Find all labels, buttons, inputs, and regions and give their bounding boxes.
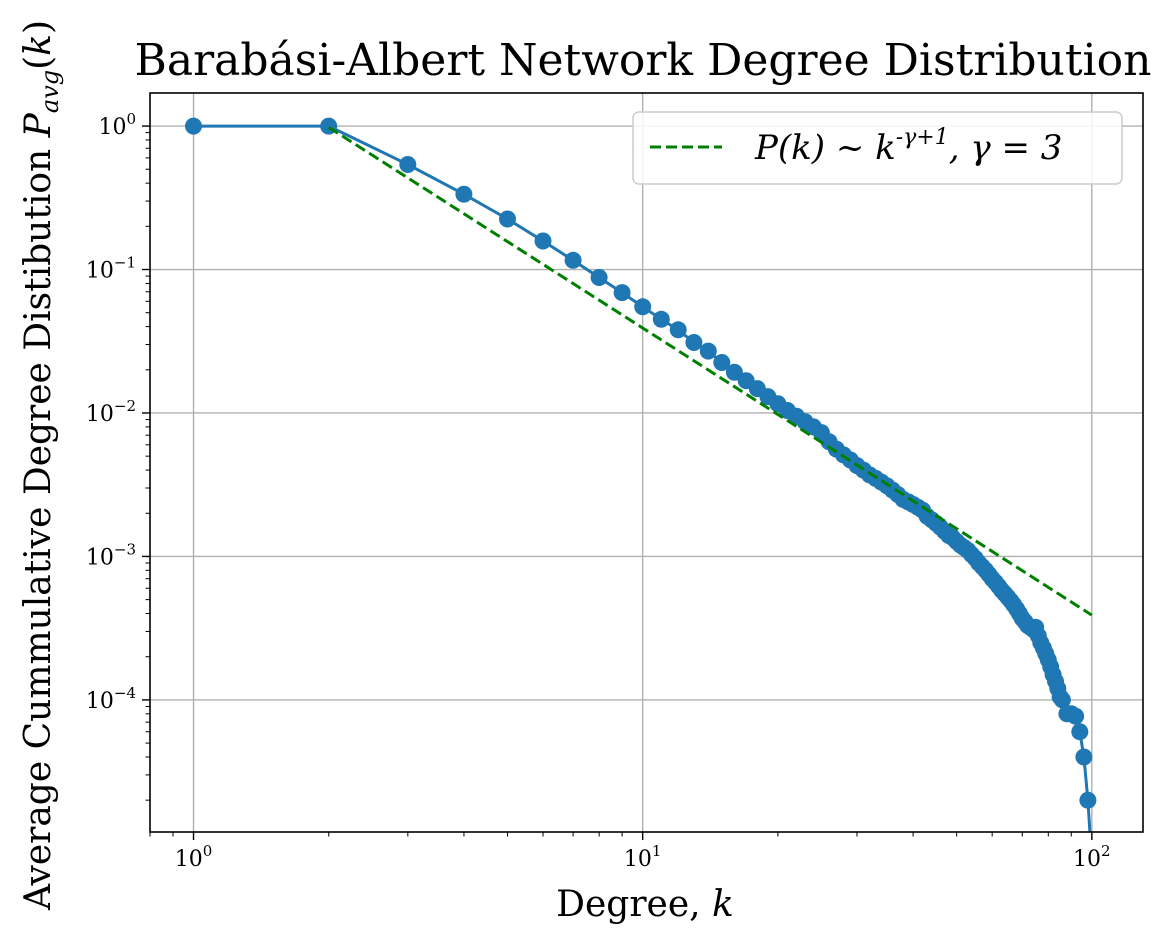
data-point bbox=[499, 210, 516, 228]
tick-labels: 100 101 102 100 10−1 10−2 10−3 10−4 bbox=[86, 110, 1111, 872]
legend-box bbox=[632, 111, 1123, 185]
series-layer bbox=[185, 117, 1097, 833]
data-point bbox=[1053, 691, 1071, 709]
data-point bbox=[652, 310, 670, 328]
data-point bbox=[1071, 723, 1089, 741]
data-point bbox=[399, 156, 417, 173]
chart-title: Barabási-Albert Network Degree Distribut… bbox=[135, 35, 1152, 86]
data-point bbox=[725, 363, 743, 381]
data-point bbox=[634, 298, 652, 316]
y-tick-label: 10−2 bbox=[86, 397, 136, 427]
legend-label: P(k) ~ k-γ+1, γ = 3 bbox=[754, 125, 1062, 168]
ticks bbox=[142, 125, 1093, 840]
y-axis-label: Average Cummulative Degree Distibution P… bbox=[18, 20, 64, 911]
data-point bbox=[1079, 791, 1097, 809]
data-point bbox=[685, 334, 703, 351]
y-tick-label: 10−4 bbox=[86, 684, 136, 714]
grid bbox=[150, 93, 1143, 832]
power-law-fit-line bbox=[327, 126, 1093, 617]
data-point bbox=[1075, 748, 1093, 766]
x-axis-label: Degree, k bbox=[556, 884, 734, 925]
data-point bbox=[590, 269, 608, 286]
data-point bbox=[1067, 707, 1085, 725]
x-tick-label: 100 bbox=[175, 842, 213, 872]
data-point bbox=[564, 251, 582, 269]
data-point bbox=[185, 117, 202, 135]
y-tick-label: 10−1 bbox=[86, 254, 136, 284]
data-point bbox=[534, 232, 552, 250]
data-point bbox=[699, 342, 717, 360]
degree-distribution-line bbox=[193, 124, 1092, 833]
plot-frame bbox=[149, 92, 1144, 833]
y-tick-label: 100 bbox=[98, 110, 136, 140]
legend: P(k) ~ k-γ+1, γ = 3 bbox=[632, 111, 1123, 185]
x-tick-label: 101 bbox=[624, 842, 662, 872]
x-tick-label: 102 bbox=[1073, 842, 1111, 872]
data-point bbox=[613, 284, 631, 302]
data-point bbox=[669, 321, 687, 339]
data-point bbox=[713, 354, 731, 371]
y-tick-label: 10−3 bbox=[86, 540, 136, 570]
data-point bbox=[455, 185, 473, 203]
